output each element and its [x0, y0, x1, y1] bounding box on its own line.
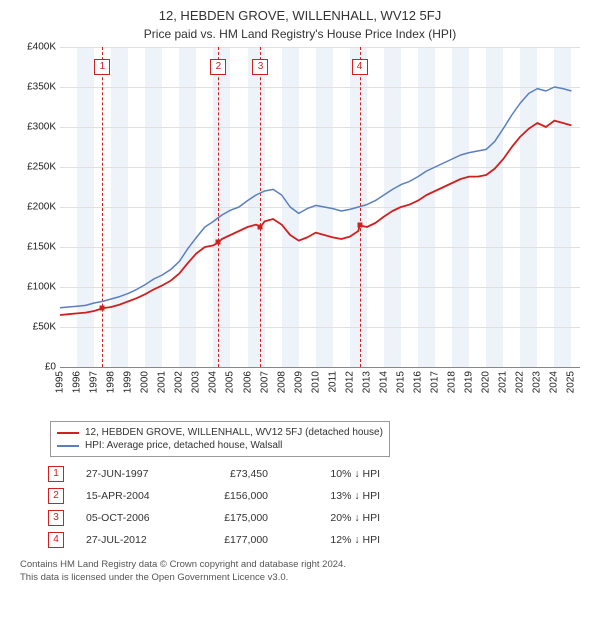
transaction-price: £73,450: [198, 468, 268, 480]
x-tick-label: 1999: [123, 371, 134, 393]
y-axis: £0£50K£100K£150K£200K£250K£300K£350K£400…: [20, 47, 60, 367]
transaction-number: 2: [48, 488, 64, 504]
transaction-date: 15-APR-2004: [86, 490, 176, 502]
x-tick-label: 2025: [566, 371, 577, 393]
x-tick-label: 2017: [430, 371, 441, 393]
x-tick-label: 2014: [378, 371, 389, 393]
transaction-price: £175,000: [198, 512, 268, 524]
legend-item: 12, HEBDEN GROVE, WILLENHALL, WV12 5FJ (…: [57, 426, 383, 439]
transaction-row: 3 05-OCT-2006 £175,000 20% ↓ HPI: [48, 507, 580, 529]
x-tick-label: 2003: [191, 371, 202, 393]
x-tick-label: 1997: [89, 371, 100, 393]
legend-label: HPI: Average price, detached house, Wals…: [85, 440, 282, 451]
transaction-row: 4 27-JUL-2012 £177,000 12% ↓ HPI: [48, 529, 580, 551]
transactions-table: 1 27-JUN-1997 £73,450 10% ↓ HPI 2 15-APR-2004…: [48, 463, 580, 551]
series-hpi: [60, 87, 571, 308]
x-tick-label: 2010: [310, 371, 321, 393]
transaction-number: 1: [48, 466, 64, 482]
x-tick-label: 2024: [549, 371, 560, 393]
footer: Contains HM Land Registry data © Crown c…: [20, 559, 580, 585]
legend-label: 12, HEBDEN GROVE, WILLENHALL, WV12 5FJ (…: [85, 427, 383, 438]
transaction-row: 1 27-JUN-1997 £73,450 10% ↓ HPI: [48, 463, 580, 485]
footer-line1: Contains HM Land Registry data © Crown c…: [20, 559, 580, 572]
x-tick-label: 2009: [293, 371, 304, 393]
transaction-price: £177,000: [198, 534, 268, 546]
x-tick-label: 2022: [515, 371, 526, 393]
y-tick-label: £400K: [27, 42, 56, 53]
transaction-date: 27-JUN-1997: [86, 468, 176, 480]
transaction-marker-point: [357, 223, 362, 228]
transaction-pct: 12% ↓ HPI: [290, 534, 380, 546]
legend: 12, HEBDEN GROVE, WILLENHALL, WV12 5FJ (…: [50, 421, 390, 457]
transaction-date: 27-JUL-2012: [86, 534, 176, 546]
y-tick-label: £150K: [27, 242, 56, 253]
transaction-marker-point: [100, 306, 105, 311]
transaction-number: 3: [48, 510, 64, 526]
x-tick-label: 2018: [447, 371, 458, 393]
x-axis: 1995199619971998199920002001200220032004…: [60, 367, 580, 417]
x-tick-label: 1996: [72, 371, 83, 393]
transaction-marker-box: 4: [352, 59, 368, 75]
x-tick-label: 2006: [242, 371, 253, 393]
transaction-pct: 20% ↓ HPI: [290, 512, 380, 524]
y-tick-label: £100K: [27, 282, 56, 293]
transaction-date: 05-OCT-2006: [86, 512, 176, 524]
x-tick-label: 2023: [532, 371, 543, 393]
x-tick-label: 2015: [395, 371, 406, 393]
transaction-marker-box: 3: [252, 59, 268, 75]
series-price_paid: [60, 121, 571, 315]
legend-swatch: [57, 432, 79, 434]
x-tick-label: 2016: [413, 371, 424, 393]
transaction-marker-point: [216, 240, 221, 245]
transaction-row: 2 15-APR-2004 £156,000 13% ↓ HPI: [48, 485, 580, 507]
y-tick-label: £300K: [27, 122, 56, 133]
x-tick-label: 2001: [157, 371, 168, 393]
chart-lines: [60, 47, 580, 367]
transaction-number: 4: [48, 532, 64, 548]
transaction-price: £156,000: [198, 490, 268, 502]
legend-swatch: [57, 445, 79, 447]
y-tick-label: £250K: [27, 162, 56, 173]
transaction-marker-point: [258, 225, 263, 230]
x-tick-label: 2013: [361, 371, 372, 393]
x-tick-label: 2008: [276, 371, 287, 393]
x-tick-label: 1995: [55, 371, 66, 393]
transaction-marker-box: 1: [94, 59, 110, 75]
transaction-pct: 13% ↓ HPI: [290, 490, 380, 502]
y-tick-label: £50K: [33, 322, 56, 333]
chart-area: £0£50K£100K£150K£200K£250K£300K£350K£400…: [20, 47, 580, 417]
x-tick-label: 2021: [498, 371, 509, 393]
y-tick-label: £350K: [27, 82, 56, 93]
chart-subtitle: Price paid vs. HM Land Registry's House …: [0, 27, 600, 41]
x-tick-label: 2002: [174, 371, 185, 393]
x-tick-label: 2000: [140, 371, 151, 393]
transaction-pct: 10% ↓ HPI: [290, 468, 380, 480]
x-tick-label: 2004: [208, 371, 219, 393]
transaction-marker-box: 2: [210, 59, 226, 75]
chart-title: 12, HEBDEN GROVE, WILLENHALL, WV12 5FJ: [0, 8, 600, 23]
footer-line2: This data is licensed under the Open Gov…: [20, 572, 580, 585]
x-tick-label: 2012: [344, 371, 355, 393]
x-tick-label: 2019: [464, 371, 475, 393]
y-tick-label: £200K: [27, 202, 56, 213]
legend-item: HPI: Average price, detached house, Wals…: [57, 439, 383, 452]
plot-area: 1 2 3 4: [60, 47, 580, 368]
x-tick-label: 2020: [481, 371, 492, 393]
x-tick-label: 1998: [106, 371, 117, 393]
x-tick-label: 2011: [327, 371, 338, 393]
x-tick-label: 2007: [259, 371, 270, 393]
x-tick-label: 2005: [225, 371, 236, 393]
